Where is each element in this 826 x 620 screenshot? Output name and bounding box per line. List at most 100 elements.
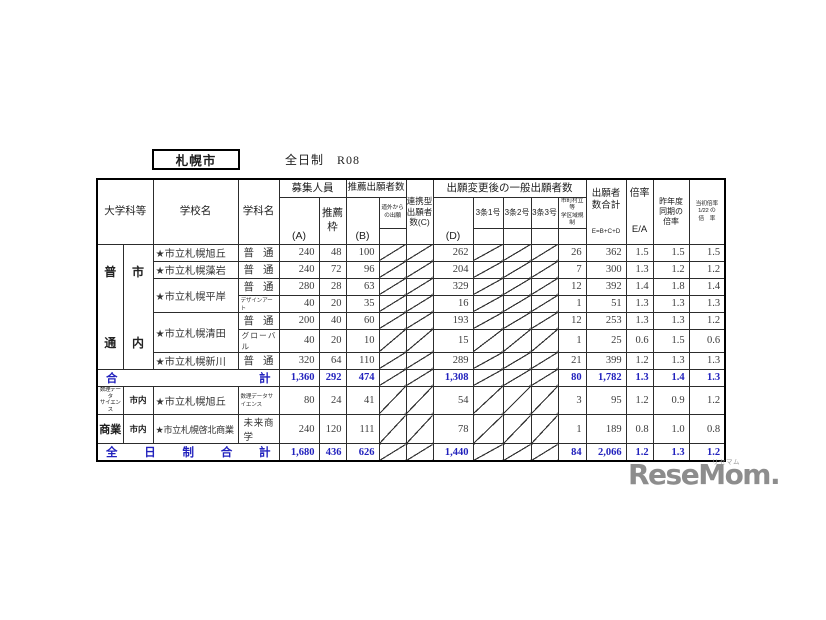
cell-total-e: 253 bbox=[585, 311, 627, 330]
cell-initial: 1.3 bbox=[688, 351, 726, 370]
dept-vwrap: 普通 bbox=[98, 263, 122, 351]
cell-jo2-na bbox=[502, 328, 532, 353]
cell-suisen-b: 626 bbox=[345, 443, 380, 462]
cell-dogai-na bbox=[378, 351, 407, 370]
col-header-dogai: 道外から の出願 bbox=[378, 196, 407, 229]
cell-municipal: 12 bbox=[557, 277, 587, 296]
cell-dogai-na bbox=[378, 243, 407, 262]
cell-jo1-na bbox=[472, 311, 504, 330]
cell-initial: 1.4 bbox=[688, 277, 726, 296]
cell-general-d: 193 bbox=[432, 311, 474, 330]
cell-suisen-waku: 48 bbox=[318, 243, 347, 262]
cell-jo2-na bbox=[502, 414, 532, 445]
resemom-logo: ReseMom. リセマム bbox=[628, 457, 781, 493]
application-status-table: 大学科等 学校名 学科名 募集人員 推薦出願者数 連携型 出願者 数(C) 出願… bbox=[96, 178, 727, 463]
cell-general-d: 1,308 bbox=[432, 368, 474, 387]
col-header-jo2: 3条2号 bbox=[502, 196, 532, 229]
cell-subject: 普通 bbox=[237, 351, 280, 370]
cell-jo1-na bbox=[472, 243, 504, 262]
cell-initial: 0.8 bbox=[688, 414, 726, 445]
cell-dogai-na bbox=[378, 385, 407, 416]
cell-subject: 普通 bbox=[237, 243, 280, 262]
cell-dogai-na bbox=[378, 294, 407, 313]
cell-initial: 1.2 bbox=[688, 311, 726, 330]
cell-suisen-waku: 120 bbox=[318, 414, 347, 445]
cell-general-d: 204 bbox=[432, 260, 474, 279]
cell-jo3-na bbox=[530, 277, 559, 296]
cell-school: ★市立札幌藻岩 bbox=[152, 260, 239, 279]
cell-suisen-waku: 292 bbox=[318, 368, 347, 387]
cell-area: 市内 bbox=[122, 414, 154, 445]
cell-total-e: 362 bbox=[585, 243, 627, 262]
cell-jo3-na bbox=[530, 368, 559, 387]
cell-suisen-waku: 40 bbox=[318, 311, 347, 330]
col-header-subject: 学科名 bbox=[237, 178, 280, 245]
col-header-b: (B) bbox=[345, 196, 380, 245]
header-spacer bbox=[502, 227, 532, 245]
cell-capacity-a: 240 bbox=[278, 414, 320, 445]
cell-subject: 未来商学 bbox=[237, 414, 280, 445]
cell-subject: 数理データサイエンス bbox=[237, 385, 280, 416]
col-header-after-change: 出願変更後の一般出願者数 bbox=[432, 178, 587, 198]
header-spacer bbox=[557, 227, 587, 245]
cell-ratio-ea: 1.2 bbox=[625, 351, 654, 370]
cell-dogai-na bbox=[378, 443, 407, 462]
col-header-recruit: 募集人員 bbox=[278, 178, 347, 198]
cell-general-d: 15 bbox=[432, 328, 474, 353]
cell-last-year: 1.0 bbox=[652, 414, 690, 445]
cell-last-year: 1.5 bbox=[652, 328, 690, 353]
cell-renkei-na bbox=[405, 277, 434, 296]
area-group-shinai: 市内 bbox=[122, 243, 154, 370]
header-spacer bbox=[378, 227, 407, 245]
cell-jo1-na bbox=[472, 351, 504, 370]
cell-subject: グローバル bbox=[237, 328, 280, 353]
col-header-municipal: 市町村立等 学区域規制 bbox=[557, 196, 587, 229]
col-header-school: 学校名 bbox=[152, 178, 239, 245]
cell-jo2-na bbox=[502, 351, 532, 370]
header-spacer bbox=[530, 227, 559, 245]
cell-last-year: 1.5 bbox=[652, 243, 690, 262]
cell-initial: 1.2 bbox=[688, 443, 726, 462]
cell-municipal: 21 bbox=[557, 351, 587, 370]
cell-capacity-a: 1,680 bbox=[278, 443, 320, 462]
cell-suisen-b: 10 bbox=[345, 328, 380, 353]
cell-subject: 普通 bbox=[237, 260, 280, 279]
cell-jo3-na bbox=[530, 243, 559, 262]
cell-total-e: 2,066 bbox=[585, 443, 627, 462]
cell-capacity-a: 280 bbox=[278, 277, 320, 296]
cell-dept: 数理データ サイエンス bbox=[96, 385, 124, 416]
col-header-suisen-waku: 推薦 枠 bbox=[318, 196, 347, 245]
cell-last-year: 1.4 bbox=[652, 368, 690, 387]
cell-general-d: 1,440 bbox=[432, 443, 474, 462]
cell-jo3-na bbox=[530, 260, 559, 279]
cell-school: ★市立札幌平岸 bbox=[152, 277, 239, 313]
ratio-formula: E/A bbox=[631, 223, 648, 235]
cell-suisen-b: 100 bbox=[345, 243, 380, 262]
cell-total-e: 399 bbox=[585, 351, 627, 370]
cell-jo3-na bbox=[530, 328, 559, 353]
cell-jo3-na bbox=[530, 311, 559, 330]
cell-general-d: 78 bbox=[432, 414, 474, 445]
cell-municipal: 1 bbox=[557, 328, 587, 353]
cell-general-d: 262 bbox=[432, 243, 474, 262]
cell-municipal: 1 bbox=[557, 414, 587, 445]
cell-total-e: 51 bbox=[585, 294, 627, 313]
header-spacer bbox=[472, 227, 504, 245]
cell-renkei-na bbox=[405, 385, 434, 416]
col-header-suisen-count: 推薦出願者数 bbox=[345, 178, 407, 198]
total-formula: E=B+C+D bbox=[591, 227, 621, 235]
cell-renkei-na bbox=[405, 294, 434, 313]
cell-last-year: 1.3 bbox=[652, 351, 690, 370]
cell-ratio-ea: 1.5 bbox=[625, 243, 654, 262]
cell-jo1-na bbox=[472, 260, 504, 279]
subtotal-row-label: 合計 bbox=[96, 368, 280, 387]
cell-ratio-ea: 0.6 bbox=[625, 328, 654, 353]
cell-municipal: 12 bbox=[557, 311, 587, 330]
cell-last-year: 1.3 bbox=[652, 294, 690, 313]
cell-capacity-a: 240 bbox=[278, 260, 320, 279]
col-header-d: (D) bbox=[432, 196, 474, 245]
cell-capacity-a: 40 bbox=[278, 328, 320, 353]
cell-suisen-b: 63 bbox=[345, 277, 380, 296]
cell-renkei-na bbox=[405, 243, 434, 262]
resemom-logo-ruby: リセマム bbox=[712, 459, 740, 466]
